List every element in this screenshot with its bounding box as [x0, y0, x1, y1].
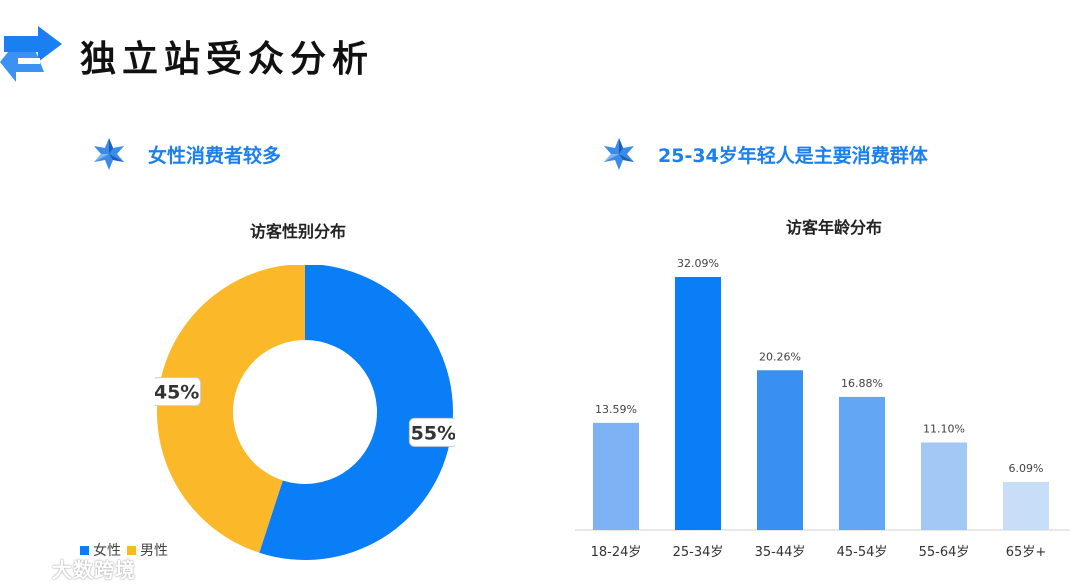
bar-2: [757, 370, 803, 530]
subtitle-right-text: 25-34岁年轻人是主要消费群体: [658, 144, 928, 167]
bar-3: [839, 396, 885, 530]
bar-value-label-5: 6.09%: [1009, 462, 1044, 475]
legend-swatch-female: [80, 545, 89, 555]
subtitle-right: 25-34岁年轻人是主要消费群体: [602, 136, 928, 172]
page-title: 独立站受众分析: [80, 39, 375, 80]
bar-category-label-4: 55-64岁: [919, 545, 970, 560]
star-icon: [604, 138, 634, 170]
donut-chart-title: 访客性别分布: [250, 222, 347, 241]
bar-category-label-0: 18-24岁: [591, 545, 642, 560]
subtitle-left-text: 女性消费者较多: [148, 144, 282, 167]
bar-category-label-5: 65岁+: [1006, 545, 1046, 560]
watermark: 大数跨境: [8, 554, 136, 583]
svg-text:45%: 45%: [155, 382, 199, 404]
bar-4: [921, 442, 967, 530]
donut-slice-label-0: 55%: [408, 417, 455, 447]
bar-value-label-1: 32.09%: [677, 257, 719, 270]
age-bar-chart: 13.59% 18-24岁 32.09% 25-34岁 20.26% 35-44岁 16.8…: [575, 257, 1070, 560]
bar-category-label-3: 45-54岁: [837, 545, 888, 560]
swap-arrows-icon: [0, 26, 62, 82]
donut-slice-0: [259, 265, 453, 560]
donut-slice-1: [157, 265, 305, 553]
watermark-text: 大数跨境: [52, 558, 136, 582]
legend-swatch-male: [127, 545, 136, 555]
bar-5: [1003, 481, 1049, 530]
bar-value-label-4: 11.10%: [923, 422, 965, 435]
svg-text:55%: 55%: [411, 422, 455, 444]
bar-0: [593, 422, 639, 530]
legend-item-male: 男性: [127, 540, 168, 560]
star-icon: [94, 138, 124, 170]
legend-item-female: 女性: [80, 540, 121, 560]
page-header: 独立站受众分析: [0, 18, 600, 88]
legend-label-male: 男性: [140, 543, 168, 559]
bar-value-label-2: 20.26%: [759, 350, 801, 363]
donut-legend: 女性 男性: [80, 540, 174, 560]
subtitle-left: 女性消费者较多: [92, 136, 281, 172]
bar-category-label-1: 25-34岁: [673, 545, 724, 560]
watermark-logo-icon: [9, 561, 47, 576]
gender-donut-chart: 55% 45%: [155, 265, 455, 560]
bar-value-label-0: 13.59%: [595, 403, 637, 416]
bar-value-label-3: 16.88%: [841, 377, 883, 390]
bar-category-label-2: 35-44岁: [755, 545, 806, 560]
donut-slice-label-1: 45%: [155, 377, 202, 407]
legend-label-female: 女性: [93, 543, 121, 559]
bar-chart-title: 访客年龄分布: [786, 218, 883, 237]
bar-1: [675, 277, 721, 530]
